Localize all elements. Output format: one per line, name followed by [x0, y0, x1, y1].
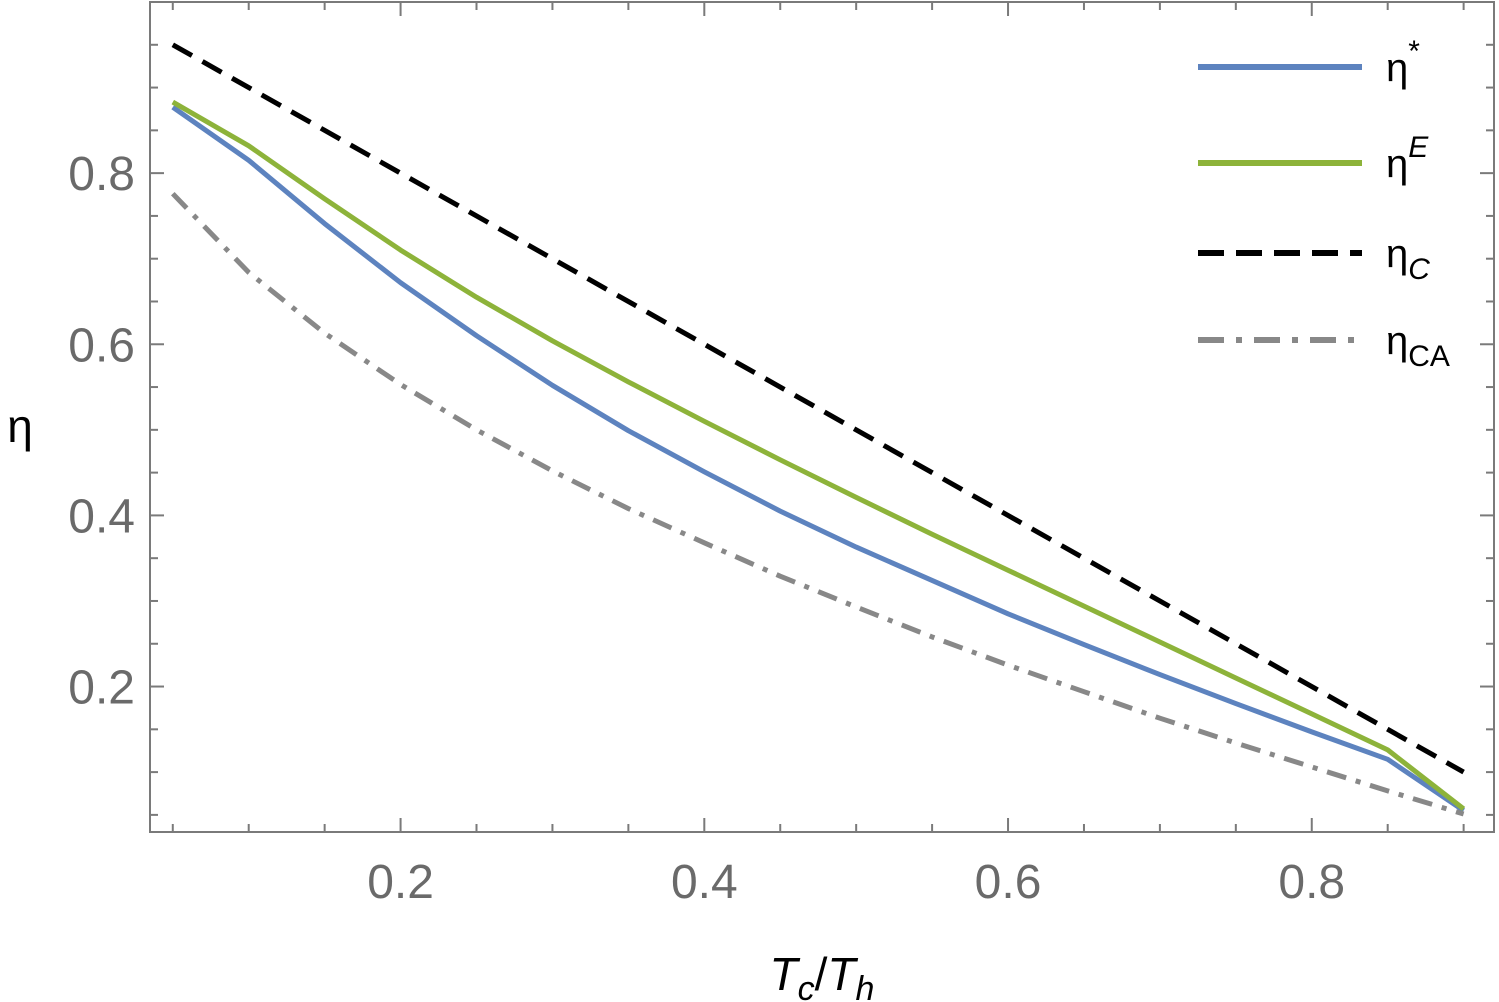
legend-label-base: η: [1386, 319, 1408, 363]
legend-label-1: ηE: [1386, 131, 1429, 186]
x-tick-label: 0.4: [671, 856, 738, 909]
x-axis-label-main2: T: [827, 948, 858, 1000]
y-tick-label: 0.4: [68, 490, 135, 543]
series-line-0: [171, 105, 1465, 813]
plot-frame: [149, 1, 1495, 833]
axis-tick-labels: 0.2 0.4 0.6 0.8 0.2 0.4 0.6 0.8: [68, 148, 1345, 909]
legend-label-2: ηC: [1386, 232, 1430, 286]
y-tick-label: 0.2: [68, 662, 135, 715]
legend-label-3: ηCA: [1386, 319, 1450, 373]
legend-label-base: η: [1386, 142, 1408, 186]
series-line-3: [171, 191, 1465, 817]
legend-label-0: η*: [1386, 35, 1420, 90]
x-axis-label: Tc/Th: [770, 948, 875, 1002]
legend-label-base: η: [1386, 232, 1408, 276]
legend-label-sub: C: [1408, 253, 1430, 286]
x-axis-label-slash: /: [815, 948, 828, 1000]
x-tick-label: 0.8: [1278, 856, 1345, 909]
x-axis-label-sub1: c: [798, 970, 815, 1002]
x-tick-label: 0.2: [367, 856, 434, 909]
legend-label-base: η: [1386, 46, 1408, 90]
y-axis-label: η: [7, 400, 33, 452]
x-axis-label-main: T: [770, 948, 801, 1000]
axis-ticks: [150, 1, 1494, 832]
legend-label-sup: E: [1408, 131, 1429, 164]
legend-label-sup: *: [1408, 35, 1420, 68]
y-tick-label: 0.8: [68, 148, 135, 201]
y-tick-label: 0.6: [68, 319, 135, 372]
x-tick-label: 0.6: [975, 856, 1042, 909]
data-series: [171, 42, 1466, 817]
legend-label-sub: CA: [1408, 340, 1450, 373]
series-line-2: [171, 42, 1465, 775]
x-axis-label-sub2: h: [856, 970, 875, 1002]
series-line-1: [171, 99, 1466, 811]
